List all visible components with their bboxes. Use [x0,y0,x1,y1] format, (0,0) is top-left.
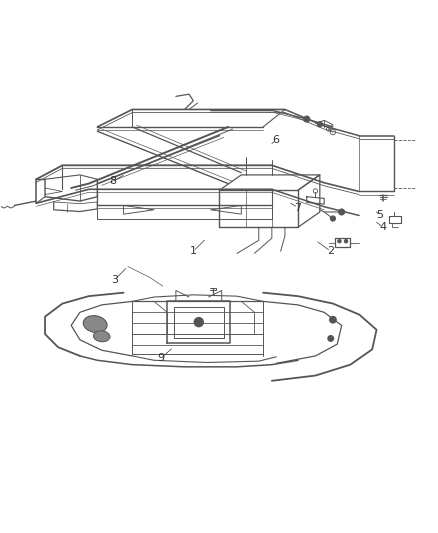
Circle shape [329,216,335,221]
Text: 7: 7 [294,203,301,213]
Circle shape [338,209,344,215]
Text: 6: 6 [272,135,279,145]
Circle shape [337,239,340,243]
Text: 2: 2 [326,246,334,256]
Text: 8: 8 [109,176,116,187]
Circle shape [326,335,333,342]
Circle shape [317,122,322,127]
Circle shape [303,116,309,122]
Text: 3: 3 [111,274,118,285]
Circle shape [343,239,347,243]
Text: 4: 4 [379,222,386,232]
Circle shape [193,317,204,327]
Ellipse shape [83,316,107,333]
Text: 1: 1 [189,246,196,256]
Ellipse shape [93,331,110,342]
Text: 5: 5 [376,211,383,221]
Text: 9: 9 [157,353,164,363]
Circle shape [328,316,336,324]
